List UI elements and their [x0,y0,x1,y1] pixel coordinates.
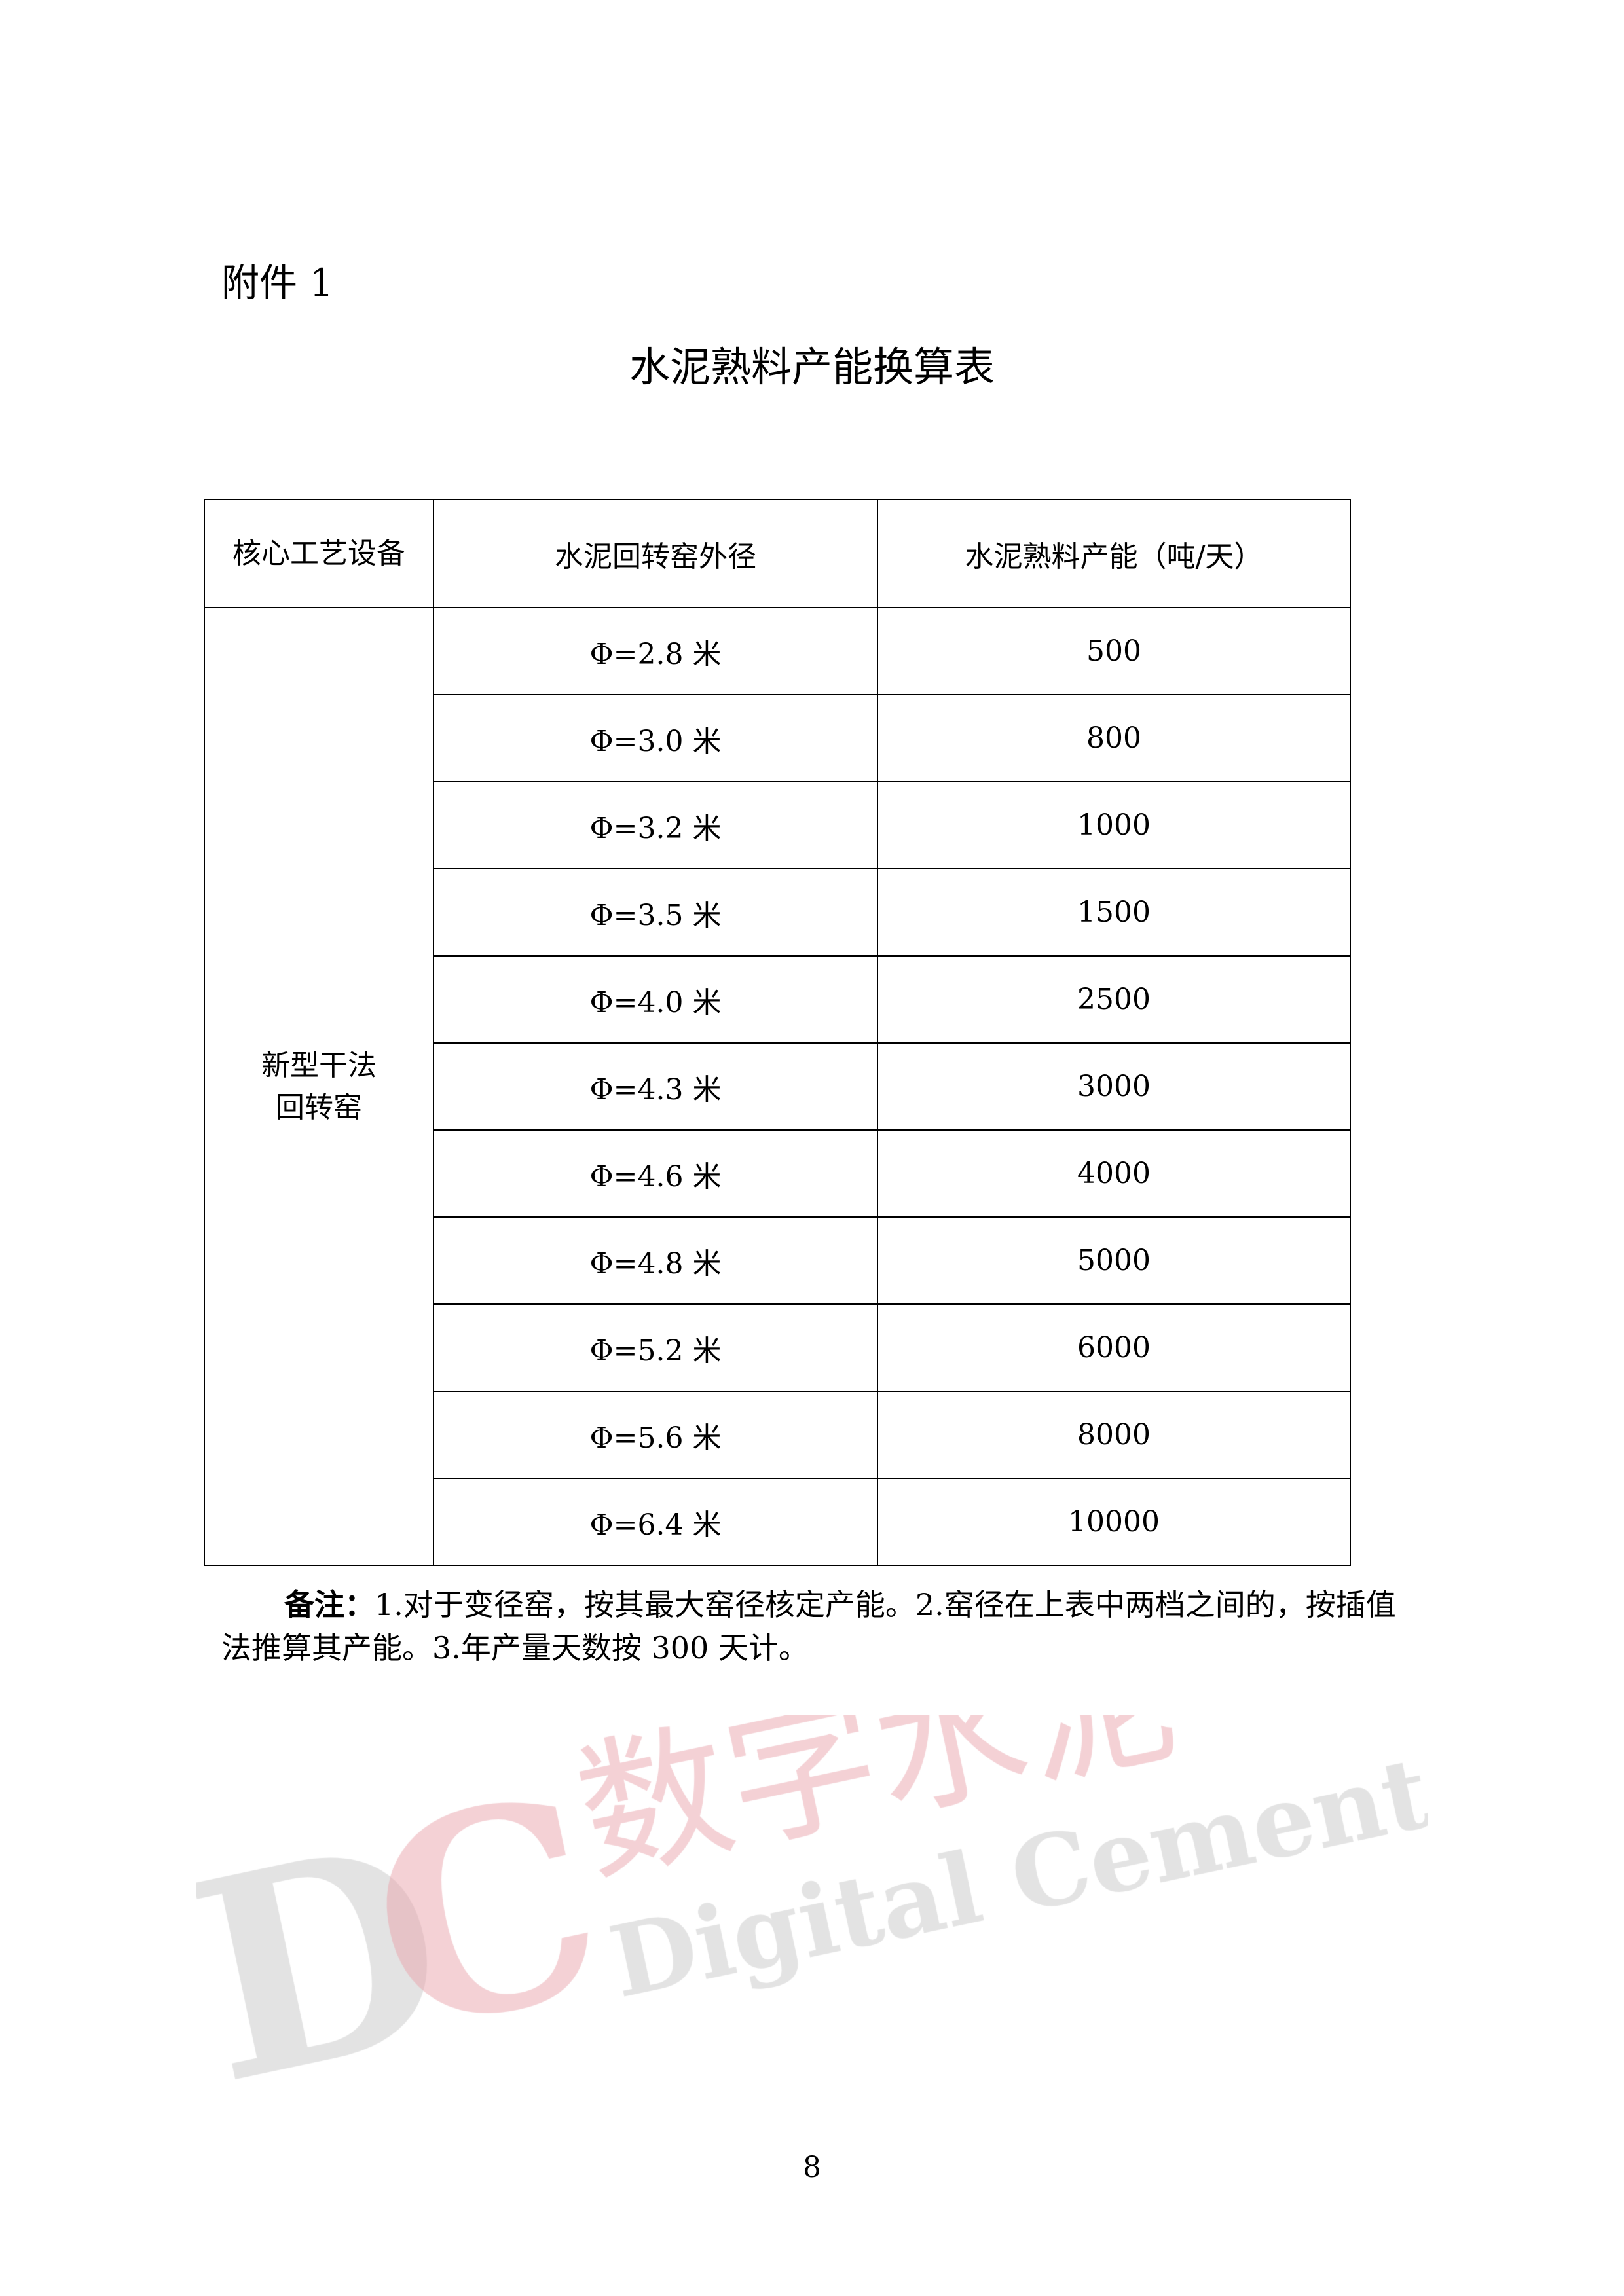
capacity-cell: 1000 [877,781,1351,869]
diameter-cell: Φ=4.6 米 [433,1129,878,1218]
capacity-cell: 3000 [877,1042,1351,1131]
header-equipment: 核心工艺设备 [204,499,434,608]
footnote: 备注：1.对于变径窑，按其最大窑径核定产能。2.窑径在上表中两档之间的，按插值法… [221,1583,1420,1669]
capacity-cell: 800 [877,694,1351,782]
capacity-table: 核心工艺设备 水泥回转窑外径 水泥熟料产能（吨/天） 新型干法 回转窑 Φ=2.8 … [204,499,1351,1566]
table-row: Φ=4.6 米 4000 [204,1129,1351,1218]
diameter-cell: Φ=5.6 米 [433,1391,878,1479]
header-diameter: 水泥回转窑外径 [433,499,878,608]
capacity-cell: 500 [877,607,1351,695]
table-header-row: 核心工艺设备 水泥回转窑外径 水泥熟料产能（吨/天） [204,499,1351,608]
table-row: Φ=4.3 米 3000 [204,1042,1351,1131]
header-capacity: 水泥熟料产能（吨/天） [877,499,1351,608]
attachment-label: 附件 1 [221,261,334,305]
capacity-cell: 8000 [877,1391,1351,1479]
equipment-line: 回转窑 [276,1090,362,1124]
diameter-cell: Φ=3.0 米 [433,694,878,782]
watermark-logo-image [196,1715,1428,2121]
diameter-cell: Φ=3.5 米 [433,868,878,957]
equipment-line: 新型干法 [261,1048,377,1082]
equipment-cell: 新型干法 回转窑 [204,607,434,1566]
table-row: 新型干法 回转窑 Φ=2.8 米 500 [204,607,1351,1566]
table-row: Φ=4.8 米 5000 [204,1216,1351,1305]
capacity-cell: 10000 [877,1478,1351,1566]
diameter-cell: Φ=6.4 米 [433,1478,878,1566]
capacity-cell: 2500 [877,955,1351,1044]
table-row: Φ=5.6 米 8000 [204,1391,1351,1479]
diameter-cell: Φ=5.2 米 [433,1303,878,1392]
diameter-cell: Φ=4.8 米 [433,1216,878,1305]
table-row: Φ=5.2 米 6000 [204,1303,1351,1392]
diameter-cell: Φ=3.2 米 [433,781,878,869]
capacity-cell: 1500 [877,868,1351,957]
table-row: Φ=4.0 米 2500 [204,955,1351,1044]
capacity-cell: 4000 [877,1129,1351,1218]
diameter-cell: Φ=4.3 米 [433,1042,878,1131]
page-title: 水泥熟料产能换算表 [629,343,995,391]
diameter-cell: Φ=4.0 米 [433,955,878,1044]
page-number: 8 [803,2151,821,2184]
diameter-cell: Φ=2.8 米 [433,607,878,695]
table-row: Φ=6.4 米 10000 [204,1478,1351,1566]
capacity-cell: 5000 [877,1216,1351,1305]
footnote-label: 备注： [284,1587,375,1622]
table-row: Φ=3.0 米 800 [204,694,1351,782]
table-row: Φ=3.2 米 1000 [204,781,1351,869]
capacity-cell: 6000 [877,1303,1351,1392]
table-row: Φ=3.5 米 1500 [204,868,1351,957]
footnote-text: 1.对于变径窑，按其最大窑径核定产能。2.窑径在上表中两档之间的，按插值法推算其… [221,1587,1396,1666]
